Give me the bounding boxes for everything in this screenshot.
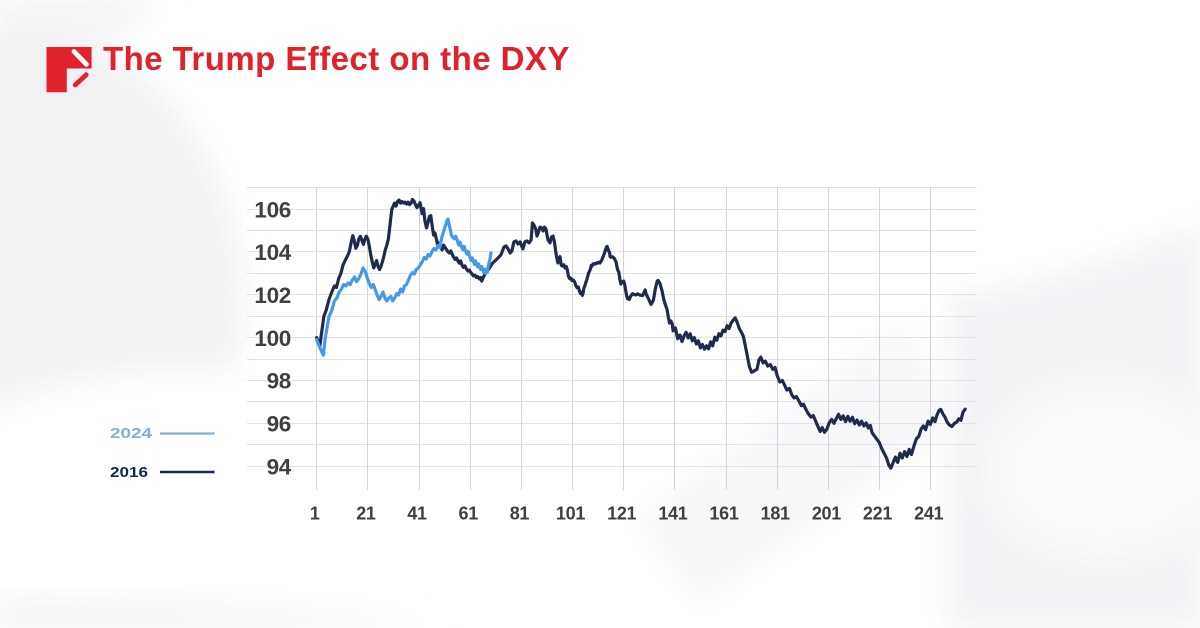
svg-text:121: 121 bbox=[607, 504, 636, 524]
svg-text:96: 96 bbox=[267, 412, 291, 437]
svg-text:94: 94 bbox=[267, 454, 292, 479]
svg-text:181: 181 bbox=[761, 504, 790, 524]
svg-text:241: 241 bbox=[914, 504, 943, 524]
svg-text:21: 21 bbox=[356, 504, 376, 524]
svg-text:2016: 2016 bbox=[110, 464, 148, 481]
svg-text:2024: 2024 bbox=[110, 425, 153, 442]
svg-text:1: 1 bbox=[310, 504, 320, 524]
svg-text:201: 201 bbox=[812, 504, 841, 524]
svg-text:41: 41 bbox=[407, 504, 427, 524]
svg-text:101: 101 bbox=[556, 504, 585, 524]
svg-text:100: 100 bbox=[254, 326, 291, 351]
svg-text:106: 106 bbox=[254, 197, 291, 222]
svg-text:104: 104 bbox=[254, 240, 291, 265]
svg-text:161: 161 bbox=[709, 504, 738, 524]
svg-text:102: 102 bbox=[254, 283, 291, 308]
svg-text:98: 98 bbox=[267, 369, 291, 394]
svg-text:81: 81 bbox=[510, 504, 530, 524]
svg-text:61: 61 bbox=[458, 504, 478, 524]
svg-text:221: 221 bbox=[863, 504, 892, 524]
svg-text:141: 141 bbox=[658, 504, 687, 524]
